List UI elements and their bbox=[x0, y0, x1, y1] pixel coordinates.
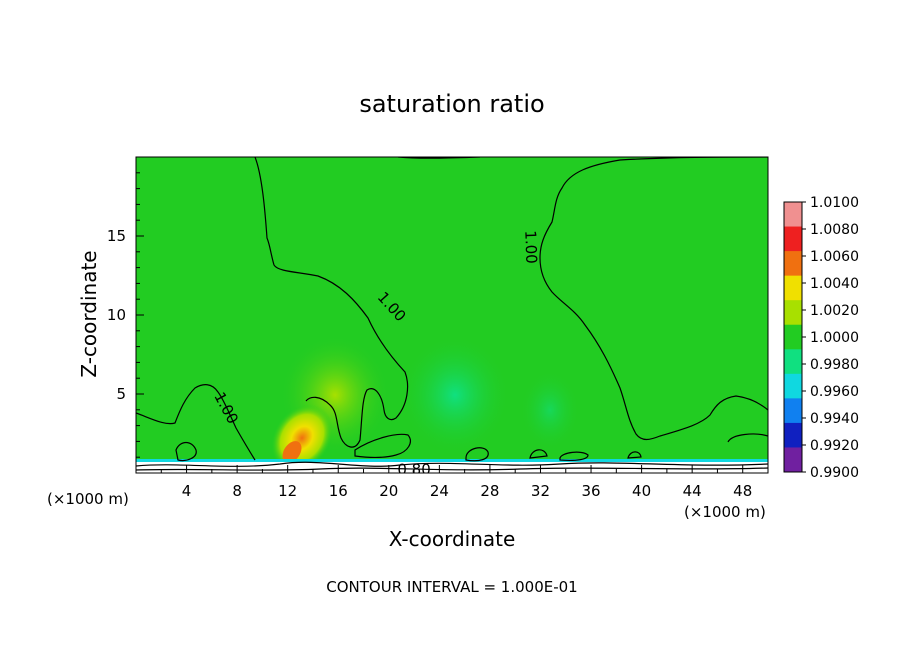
colorbar-swatch-11 bbox=[784, 447, 802, 473]
colorbar-swatch-2 bbox=[784, 226, 802, 252]
x-axis: 4 8 12 16 20 24 28 32 36 40 44 48 bbox=[160, 465, 752, 500]
x-unit-label-right: (×1000 m) bbox=[684, 503, 766, 521]
contour-line-loop-7 bbox=[627, 451, 642, 459]
colorbar-swatch-9 bbox=[784, 398, 802, 424]
cool-region-right bbox=[520, 370, 580, 450]
x-unit-label-left: (×1000 m) bbox=[47, 490, 129, 508]
colorbar-swatch-6 bbox=[784, 324, 802, 350]
x-tick-label-44: 44 bbox=[683, 482, 702, 500]
contour-label-4: 0.80 bbox=[397, 460, 430, 478]
contour-line-loop-1 bbox=[175, 441, 197, 462]
colorbar-swatch-5 bbox=[784, 300, 802, 326]
y-tick-label-15: 15 bbox=[107, 227, 126, 245]
colorbar-label-9: 0.9940 bbox=[810, 411, 859, 427]
x-tick-label-32: 32 bbox=[531, 482, 550, 500]
colorbar-label-5: 1.0020 bbox=[810, 303, 859, 319]
colorbar-label-2: 1.0080 bbox=[810, 222, 859, 238]
cool-region-center bbox=[400, 335, 510, 455]
contour-line-left bbox=[254, 157, 409, 448]
x-tick-label-16: 16 bbox=[329, 482, 348, 500]
x-tick-label-48: 48 bbox=[733, 482, 752, 500]
contour-line-surface bbox=[136, 461, 768, 467]
x-tick-label-28: 28 bbox=[480, 482, 499, 500]
y-axis-title: Z-coordinate bbox=[77, 250, 101, 377]
x-axis-title: X-coordinate bbox=[389, 527, 516, 551]
contour-line-loop-5 bbox=[559, 451, 589, 461]
chart-title: saturation ratio bbox=[359, 90, 544, 118]
plot-area: 1.001.001.000.80 bbox=[135, 156, 769, 478]
contour-lines bbox=[136, 157, 768, 471]
colorbar-label-7: 0.9980 bbox=[810, 357, 859, 373]
colorbar-label-4: 1.0040 bbox=[810, 276, 859, 292]
colorbar-swatch-7 bbox=[784, 349, 802, 375]
colorbar-swatch-3 bbox=[784, 251, 802, 277]
contour-line-loop-2 bbox=[354, 433, 411, 458]
contour-line-lower-left bbox=[136, 384, 256, 461]
contour-label-2: 1.00 bbox=[521, 230, 540, 264]
contour-line-right bbox=[539, 157, 768, 441]
x-tick-label-24: 24 bbox=[430, 482, 449, 500]
contour-line-loop-6 bbox=[727, 433, 768, 443]
contour-line-loop-3 bbox=[465, 447, 489, 462]
hot-plume-core bbox=[282, 441, 302, 463]
colorbar-label-6: 1.0000 bbox=[810, 330, 859, 346]
colorbar: 1.0100 1.0080 1.0060 1.0040 1.0020 1.0000 0.99… bbox=[783, 195, 859, 481]
colorbar-label-8: 0.9960 bbox=[810, 384, 859, 400]
contour-interval-footer: CONTOUR INTERVAL = 1.000E-01 bbox=[326, 578, 577, 596]
x-tick-label-20: 20 bbox=[379, 482, 398, 500]
contour-line-surface-2 bbox=[136, 467, 768, 471]
y-axis: 5 10 15 bbox=[107, 172, 144, 458]
y-tick-label-5: 5 bbox=[116, 385, 126, 403]
colorbar-label-3: 1.0060 bbox=[810, 249, 859, 265]
colorbar-swatch-1 bbox=[784, 202, 802, 228]
surface-layer bbox=[136, 462, 768, 473]
colorbar-label-10: 0.9920 bbox=[810, 438, 859, 454]
colorbar-swatch-10 bbox=[784, 422, 802, 448]
x-tick-label-4: 4 bbox=[182, 482, 192, 500]
colorbar-label-11: 0.9900 bbox=[810, 465, 859, 481]
x-tick-label-12: 12 bbox=[278, 482, 297, 500]
x-tick-label-8: 8 bbox=[232, 482, 242, 500]
x-tick-label-36: 36 bbox=[581, 482, 600, 500]
x-tick-label-40: 40 bbox=[632, 482, 651, 500]
y-tick-label-10: 10 bbox=[107, 306, 126, 324]
contour-line-loop-4 bbox=[529, 449, 548, 459]
colorbar-label-1: 1.0100 bbox=[810, 195, 859, 211]
colorbar-swatch-8 bbox=[784, 373, 802, 399]
colorbar-swatch-4 bbox=[784, 275, 802, 301]
